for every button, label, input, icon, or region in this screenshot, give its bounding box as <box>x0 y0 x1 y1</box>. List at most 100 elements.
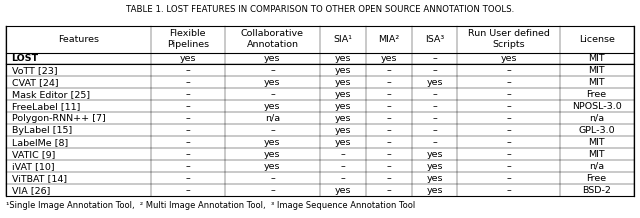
Text: –: – <box>270 66 275 75</box>
Text: –: – <box>387 66 391 75</box>
Text: –: – <box>387 186 391 195</box>
Text: –: – <box>432 66 437 75</box>
Text: Features: Features <box>58 35 99 44</box>
Text: –: – <box>186 114 190 123</box>
Text: –: – <box>387 162 391 171</box>
Text: yes: yes <box>335 114 351 123</box>
Text: Flexible
Pipelines: Flexible Pipelines <box>167 29 209 49</box>
Text: –: – <box>186 150 190 159</box>
Text: VATIC [9]: VATIC [9] <box>12 150 55 159</box>
Text: Mask Editor [25]: Mask Editor [25] <box>12 90 90 99</box>
Text: –: – <box>506 102 511 111</box>
Text: License: License <box>579 35 614 44</box>
Text: yes: yes <box>335 78 351 87</box>
Text: –: – <box>506 78 511 87</box>
Text: –: – <box>387 126 391 135</box>
Text: –: – <box>432 54 437 63</box>
Text: Free: Free <box>586 174 607 183</box>
Text: –: – <box>387 138 391 147</box>
Text: Free: Free <box>586 90 607 99</box>
Text: yes: yes <box>264 138 281 147</box>
Text: –: – <box>387 174 391 183</box>
Text: Polygon-RNN++ [7]: Polygon-RNN++ [7] <box>12 114 105 123</box>
Text: –: – <box>186 66 190 75</box>
Text: FreeLabel [11]: FreeLabel [11] <box>12 102 80 111</box>
Text: –: – <box>432 114 437 123</box>
Text: Run User defined
Scripts: Run User defined Scripts <box>468 29 550 49</box>
Text: –: – <box>506 66 511 75</box>
Text: –: – <box>432 90 437 99</box>
Text: CVAT [24]: CVAT [24] <box>12 78 58 87</box>
Text: yes: yes <box>426 186 443 195</box>
Text: –: – <box>186 186 190 195</box>
Text: –: – <box>506 126 511 135</box>
Text: yes: yes <box>335 102 351 111</box>
Text: yes: yes <box>264 150 281 159</box>
Text: yes: yes <box>335 54 351 63</box>
Text: –: – <box>186 174 190 183</box>
Text: –: – <box>340 150 345 159</box>
Text: VIA [26]: VIA [26] <box>12 186 50 195</box>
Text: –: – <box>270 186 275 195</box>
Text: yes: yes <box>335 126 351 135</box>
Text: –: – <box>186 138 190 147</box>
Text: ByLabel [15]: ByLabel [15] <box>12 126 72 135</box>
Text: BSD-2: BSD-2 <box>582 186 611 195</box>
Text: LOST: LOST <box>12 54 38 63</box>
Text: NPOSL-3.0: NPOSL-3.0 <box>572 102 621 111</box>
Text: –: – <box>506 174 511 183</box>
Text: –: – <box>432 138 437 147</box>
Text: n/a: n/a <box>589 162 604 171</box>
Text: yes: yes <box>264 162 281 171</box>
Text: –: – <box>387 102 391 111</box>
Text: –: – <box>432 102 437 111</box>
Text: n/a: n/a <box>589 114 604 123</box>
Text: MIT: MIT <box>588 78 605 87</box>
Text: –: – <box>270 174 275 183</box>
Text: MIT: MIT <box>588 138 605 147</box>
Text: MIT: MIT <box>588 66 605 75</box>
Text: –: – <box>506 186 511 195</box>
Text: yes: yes <box>426 174 443 183</box>
Text: –: – <box>506 150 511 159</box>
Text: iVAT [10]: iVAT [10] <box>12 162 54 171</box>
Text: yes: yes <box>426 150 443 159</box>
Text: –: – <box>186 90 190 99</box>
Text: yes: yes <box>426 78 443 87</box>
Text: –: – <box>387 78 391 87</box>
Text: yes: yes <box>335 66 351 75</box>
Text: TABLE 1. LOST FEATURES IN COMPARISON TO OTHER OPEN SOURCE ANNOTATION TOOLS.: TABLE 1. LOST FEATURES IN COMPARISON TO … <box>126 5 514 14</box>
Text: –: – <box>506 162 511 171</box>
Text: VoTT [23]: VoTT [23] <box>12 66 57 75</box>
Text: Collaborative
Annotation: Collaborative Annotation <box>241 29 304 49</box>
Text: ¹Single Image Annotation Tool,  ² Multi Image Annotation Tool,  ³ Image Sequence: ¹Single Image Annotation Tool, ² Multi I… <box>6 201 415 209</box>
Text: –: – <box>186 102 190 111</box>
Text: yes: yes <box>335 90 351 99</box>
Text: –: – <box>340 174 345 183</box>
Text: yes: yes <box>180 54 196 63</box>
Text: –: – <box>270 126 275 135</box>
Text: yes: yes <box>426 162 443 171</box>
Text: yes: yes <box>380 54 397 63</box>
Text: GPL-3.0: GPL-3.0 <box>579 126 615 135</box>
Text: yes: yes <box>264 78 281 87</box>
Text: –: – <box>270 90 275 99</box>
Text: LabelMe [8]: LabelMe [8] <box>12 138 68 147</box>
Text: yes: yes <box>500 54 516 63</box>
Text: –: – <box>186 78 190 87</box>
Text: yes: yes <box>335 186 351 195</box>
Text: –: – <box>340 162 345 171</box>
Text: –: – <box>506 114 511 123</box>
Text: –: – <box>387 150 391 159</box>
Text: –: – <box>387 114 391 123</box>
Text: –: – <box>432 126 437 135</box>
Text: MIT: MIT <box>588 54 605 63</box>
Text: ViTBAT [14]: ViTBAT [14] <box>12 174 67 183</box>
Text: –: – <box>387 90 391 99</box>
Text: –: – <box>506 90 511 99</box>
Text: n/a: n/a <box>265 114 280 123</box>
Text: yes: yes <box>335 138 351 147</box>
Text: MIT: MIT <box>588 150 605 159</box>
Text: yes: yes <box>264 102 281 111</box>
Text: MIA²: MIA² <box>378 35 399 44</box>
